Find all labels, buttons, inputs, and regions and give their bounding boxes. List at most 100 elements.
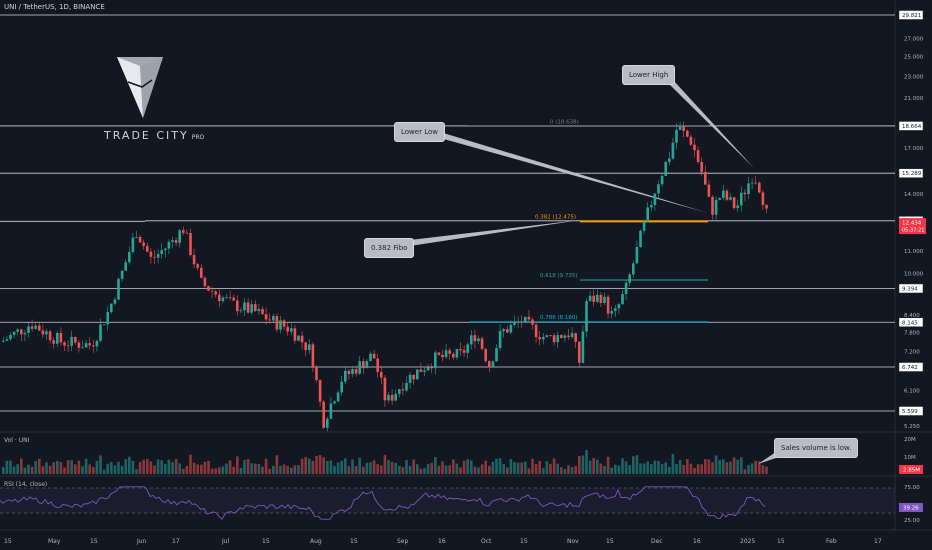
volume-bar	[207, 460, 210, 474]
time-tick: 17	[172, 538, 180, 545]
volume-bar	[470, 460, 473, 474]
candle	[578, 341, 581, 363]
volume-bar	[743, 469, 747, 474]
volume-bar	[506, 467, 509, 474]
volume-bar	[88, 464, 91, 474]
volume-bar	[495, 458, 498, 474]
candle	[221, 297, 225, 302]
volume-bar	[524, 461, 527, 474]
rsi-title: RSI (14, close)	[4, 481, 47, 488]
candle	[74, 336, 77, 343]
candle	[246, 302, 250, 313]
candle	[531, 319, 534, 325]
volume-bar	[549, 463, 552, 474]
candle	[138, 236, 142, 243]
volume-bar	[761, 465, 765, 474]
volume-bar	[704, 459, 707, 474]
price-tick: 7.800	[904, 331, 920, 337]
candle	[426, 367, 430, 371]
volume-bar	[570, 467, 574, 474]
volume-bar	[653, 460, 657, 474]
level-box	[898, 168, 924, 178]
volume-bar	[408, 465, 412, 474]
volume-bar	[236, 456, 239, 474]
volume-bar	[387, 460, 390, 474]
volume-bar	[228, 460, 232, 474]
candle	[182, 230, 185, 233]
volume-callout[interactable]: Sales volume is low.	[774, 438, 859, 458]
candle	[758, 182, 761, 193]
time-tick: 16	[693, 538, 701, 545]
candle	[351, 369, 354, 375]
volume-bar	[578, 456, 581, 474]
volume-bar	[560, 467, 563, 474]
candle	[171, 240, 174, 242]
volume-bar	[128, 456, 131, 474]
level-value: 6.742	[902, 365, 918, 371]
candle	[167, 241, 171, 249]
lower-high-callout[interactable]: Lower High	[622, 65, 676, 85]
candle	[77, 342, 81, 348]
price-tick: 17.000	[904, 146, 924, 152]
volume-bar	[498, 458, 502, 474]
candle	[462, 350, 466, 353]
volume-bar	[585, 449, 588, 474]
lower-low-callout[interactable]: Lower Low	[394, 122, 445, 142]
candle	[477, 338, 480, 342]
candle	[380, 371, 383, 378]
volume-bar	[660, 464, 664, 474]
volume-bar	[318, 455, 322, 474]
volume-bar	[117, 461, 120, 474]
volume-bar	[642, 463, 646, 474]
volume-bar	[668, 466, 671, 474]
candle	[412, 374, 415, 380]
fibo-pointer	[410, 220, 580, 246]
time-axis: 15 May 15 Jun 17 Jul 15 Aug 15 Sep 16 Oct 15 Nov 15 Dec…	[4, 538, 882, 545]
level-value: 8.145	[902, 320, 918, 326]
volume-bar	[632, 456, 635, 474]
volume-bar	[376, 464, 379, 474]
volume-bar	[693, 467, 696, 474]
volume-bar	[754, 460, 757, 474]
fib-label: 0 (18.638)	[550, 119, 579, 125]
volume-bar	[686, 459, 689, 474]
volume-bar	[635, 455, 639, 474]
logo-icon	[117, 57, 163, 118]
volume-bar	[358, 457, 361, 474]
volume-bar	[556, 463, 559, 474]
candle	[444, 350, 448, 358]
candle	[657, 184, 660, 194]
volume-bar	[650, 464, 653, 474]
level-value: 15.289	[902, 171, 922, 177]
candle	[635, 246, 639, 264]
volume-bar	[599, 463, 603, 474]
volume-bar	[102, 469, 106, 474]
price-tick: 14.000	[904, 192, 924, 198]
volume-bar	[430, 462, 433, 474]
volume-bar	[646, 461, 649, 474]
candle	[326, 418, 329, 428]
fib-label: 0.786 (8.160)	[540, 315, 578, 321]
fibo-callout[interactable]: 0.382 Fibo	[364, 238, 415, 258]
volume-bar	[437, 465, 441, 474]
volume-bar	[30, 466, 34, 474]
volume-bar	[340, 460, 343, 474]
price-tick: 21.000	[904, 96, 924, 102]
countdown: 05:37:21	[902, 228, 924, 234]
volume-bar	[95, 460, 99, 474]
volume-bar	[473, 466, 477, 474]
volume-bar	[671, 453, 675, 474]
candle	[264, 314, 268, 320]
volume-bar	[20, 458, 23, 474]
time-tick: 15	[777, 538, 785, 545]
volume-bar	[732, 457, 736, 474]
level-box	[898, 121, 924, 131]
volume-bar	[664, 462, 667, 474]
volume-bar	[462, 460, 466, 474]
candle	[704, 171, 707, 185]
candle	[750, 182, 754, 184]
candle	[52, 340, 55, 344]
candle	[736, 205, 739, 209]
volume-bar	[592, 458, 595, 474]
